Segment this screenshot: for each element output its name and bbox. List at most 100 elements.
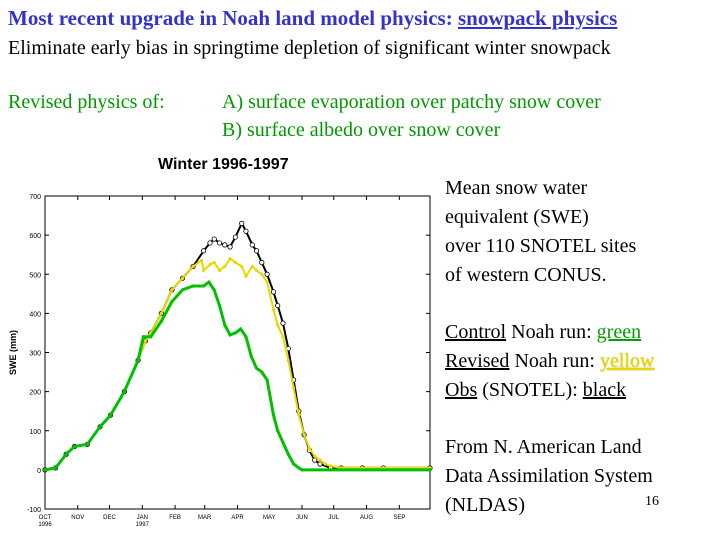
x-tick-label: JUL (328, 515, 339, 521)
source-line-3: (NLDAS) (445, 494, 525, 516)
revised-point (313, 454, 317, 458)
revised-point (223, 264, 227, 269)
y-tick-label: -100 (27, 507, 41, 514)
control-point (170, 300, 174, 304)
revised-point (191, 264, 195, 269)
x-tick-label: JUN (296, 515, 308, 521)
y-tick-label: 500 (29, 272, 41, 279)
x-tick-sublabel: 1996 (38, 522, 52, 528)
revised-point (244, 274, 248, 278)
series-line-revised-noah-run (44, 257, 430, 471)
revised-point (328, 464, 333, 468)
source-line-1: From N. American Land (445, 436, 642, 458)
title-link[interactable]: snowpack physics (457, 6, 618, 30)
revised-physics-label: Revised physics of: (8, 91, 165, 113)
control-point (276, 429, 280, 433)
control-point (260, 370, 264, 374)
revised-point (286, 358, 290, 362)
revised-point (254, 268, 259, 272)
y-tick-label: 300 (29, 351, 41, 358)
revised-point (208, 262, 212, 267)
control-point (239, 327, 243, 331)
control-point (281, 440, 285, 445)
control-point (297, 466, 301, 470)
obs-point (259, 259, 265, 266)
control-point (108, 413, 113, 417)
control-point (53, 466, 58, 470)
control-point (98, 425, 102, 429)
y-tick-label: 100 (29, 429, 41, 436)
control-point (271, 413, 276, 417)
control-point (191, 284, 195, 288)
legend-obs-label: Obs (445, 379, 478, 401)
x-tick-label: MAY (263, 515, 276, 521)
description-line-1: Mean snow water (445, 177, 588, 199)
revised-point (297, 413, 301, 417)
control-point (73, 444, 77, 448)
legend-control: Control Noah run: green (445, 318, 641, 347)
source-line-2: Data Assimilation System (445, 465, 653, 487)
x-tick-label: DEC (103, 515, 116, 521)
control-point (43, 468, 47, 472)
control-point (136, 358, 140, 362)
control-point (233, 331, 237, 335)
control-point (254, 366, 259, 370)
y-tick-label: 200 (29, 390, 41, 397)
x-tick-label: APR (231, 515, 244, 521)
revised-item-a: A) surface evaporation over patchy snow … (222, 91, 601, 113)
x-tick-label: MAR (198, 515, 212, 521)
control-point (180, 288, 185, 292)
revised-point (276, 323, 280, 327)
revised-point (240, 264, 244, 269)
revised-point (228, 257, 232, 261)
control-point (149, 335, 153, 339)
revised-point (318, 458, 322, 462)
obs-point (317, 461, 323, 467)
revised-point (265, 280, 269, 284)
control-point (249, 354, 253, 359)
description-line-3: over 110 SNOTEL sites (445, 235, 637, 257)
obs-point (222, 242, 228, 248)
legend-revised-color: yellow (599, 350, 655, 372)
control-point (223, 323, 227, 327)
y-axis-label: SWE (mm) (8, 330, 18, 375)
x-tick-label: SEP (393, 515, 405, 521)
series-line-obs-snotel- (44, 221, 430, 471)
plot-frame (44, 195, 431, 510)
control-point (202, 284, 206, 288)
y-tick-label: 400 (29, 311, 41, 318)
revised-point (271, 307, 276, 312)
y-tick-label: 700 (29, 194, 41, 201)
control-point (64, 452, 68, 456)
slide-title: Most recent upgrade in Noah land model p… (8, 6, 617, 31)
control-point (228, 333, 232, 337)
title-prefix: Most recent upgrade in Noah land model p… (8, 6, 458, 30)
legend-obs-text: (SNOTEL): (477, 379, 583, 401)
x-tick-label: OCT (39, 515, 52, 521)
slide-subtitle: Eliminate early bias in springtime deple… (8, 37, 611, 59)
obs-point (216, 240, 223, 246)
revised-item-b: B) surface albedo over snow cover (222, 119, 501, 141)
revised-point (291, 386, 296, 390)
revised-point (217, 268, 222, 272)
x-tick-label: FEB (169, 515, 181, 521)
obs-point (312, 457, 318, 463)
control-point (141, 335, 145, 339)
obs-point (232, 234, 238, 240)
obs-point (211, 236, 217, 242)
revised-point (281, 335, 285, 339)
obs-point (239, 220, 245, 226)
revised-point (260, 272, 264, 276)
revised-point (159, 311, 163, 315)
control-point (212, 288, 216, 292)
control-point (265, 378, 269, 382)
legend-control-color: green (596, 321, 642, 343)
obs-point (280, 320, 286, 326)
control-point (291, 462, 296, 466)
obs-point (227, 244, 233, 250)
revised-point (323, 462, 327, 466)
control-point (300, 468, 304, 472)
x-tick-label: JAN (137, 515, 148, 521)
control-point (244, 335, 248, 339)
